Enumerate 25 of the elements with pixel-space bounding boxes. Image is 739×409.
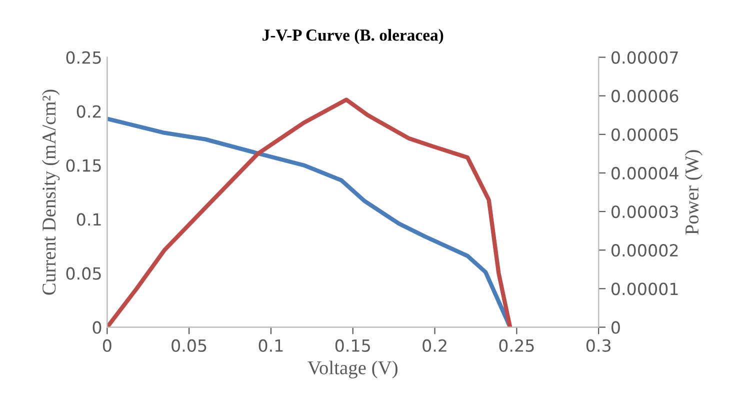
- y-tick-label: 0.1: [76, 213, 101, 226]
- x-tick-label: 0.2: [422, 339, 446, 352]
- y2-tick-label: 0.00004: [611, 166, 678, 180]
- x-tick-label: 0.25: [499, 339, 534, 352]
- y2-axis-title: Power (W): [684, 150, 703, 235]
- x-tick-label: 0: [102, 339, 112, 352]
- x-tick-label: 0.1: [258, 339, 283, 352]
- x-axis-title: Voltage (V): [308, 360, 398, 378]
- x-tick-label: 0.3: [586, 339, 611, 352]
- x-tick-label: 0.05: [172, 339, 206, 352]
- y-tick-label: 0.15: [66, 159, 101, 172]
- y-tick-label: 0.05: [66, 267, 101, 280]
- y2-tick-label: 0.00002: [611, 244, 678, 257]
- y2-tick-label: 0.00006: [611, 90, 678, 102]
- y-tick-label: 0.2: [76, 105, 101, 118]
- y2-tick-label: 0: [611, 321, 620, 334]
- y2-tick-label: 0.00003: [611, 205, 678, 218]
- y2-tick-label: 0.00005: [611, 128, 678, 141]
- y-tick-label: 0: [92, 321, 102, 334]
- y-axis-title: Current Density (mA/cm²): [42, 90, 60, 295]
- chart-title: J-V-P Curve (B. oleracea): [262, 29, 444, 44]
- y2-tick-label: 0.00001: [611, 282, 678, 296]
- y2-tick-label: 0.00007: [611, 51, 678, 64]
- y-tick-label: 0.25: [66, 51, 101, 64]
- x-tick-label: 0.15: [335, 339, 370, 352]
